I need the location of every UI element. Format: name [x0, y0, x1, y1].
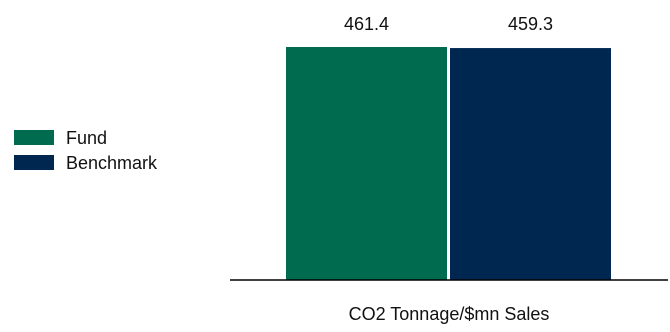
category-label: CO2 Tonnage/$mn Sales — [349, 304, 550, 324]
bar-benchmark — [450, 48, 611, 280]
legend-swatch-benchmark — [14, 155, 54, 170]
bars — [286, 47, 611, 280]
category-labels: CO2 Tonnage/$mn Sales — [349, 304, 550, 324]
legend: Fund Benchmark — [14, 128, 158, 173]
bar-fund — [286, 47, 447, 280]
data-label-fund: 461.4 — [344, 14, 389, 34]
value-labels: 461.4 459.3 — [344, 14, 553, 34]
legend-label-fund: Fund — [66, 128, 107, 148]
legend-swatch-fund — [14, 130, 54, 145]
legend-label-benchmark: Benchmark — [66, 153, 158, 173]
data-label-benchmark: 459.3 — [508, 14, 553, 34]
